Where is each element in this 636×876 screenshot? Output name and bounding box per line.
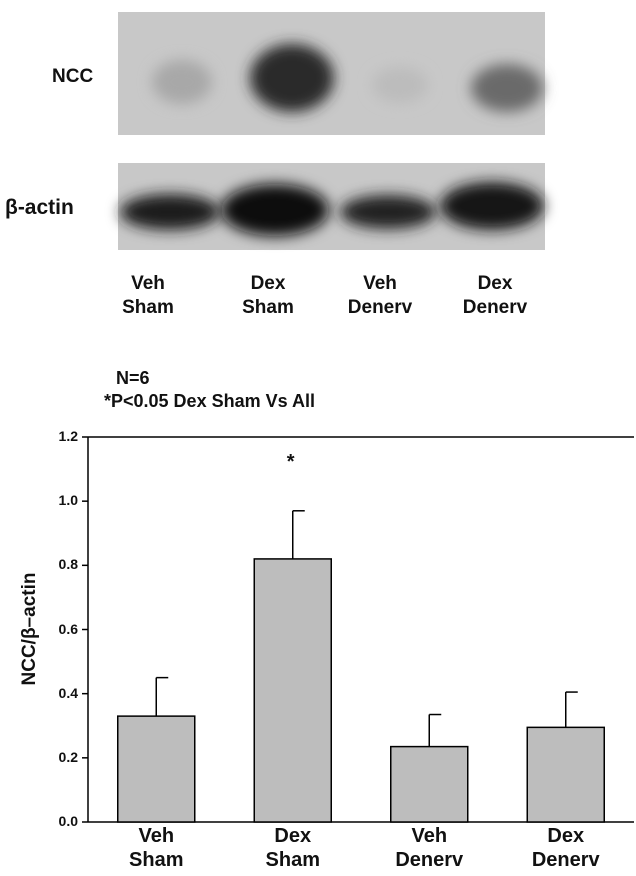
x-tick-label: Dex Denerv bbox=[511, 824, 621, 872]
x-tick-label: Dex Sham bbox=[238, 824, 348, 872]
y-tick-label: 0.2 bbox=[38, 749, 78, 765]
y-tick-label: 0.6 bbox=[38, 621, 78, 637]
band bbox=[471, 64, 543, 112]
plot bbox=[82, 437, 634, 822]
lane-label: Veh Sham bbox=[93, 272, 203, 320]
band bbox=[340, 195, 436, 229]
band bbox=[152, 60, 212, 104]
y-tick-label: 0.4 bbox=[38, 685, 78, 701]
lane-label: Veh Denerv bbox=[325, 272, 435, 320]
blot-label: β-actin bbox=[5, 196, 74, 220]
bar bbox=[391, 747, 468, 822]
page: NCC β-actin Veh Sham Dex Sham Veh Denerv… bbox=[0, 0, 636, 876]
band bbox=[372, 67, 428, 103]
chart-subtitle: *P<0.05 Dex Sham Vs All bbox=[104, 391, 315, 412]
figure bbox=[0, 0, 636, 876]
bar bbox=[527, 727, 604, 822]
lane-label: Dex Denerv bbox=[440, 272, 550, 320]
x-tick-label: Veh Sham bbox=[101, 824, 211, 872]
x-tick-label: Veh Denerv bbox=[374, 824, 484, 872]
band bbox=[250, 44, 334, 112]
band bbox=[120, 194, 220, 230]
y-tick-label: 0.8 bbox=[38, 556, 78, 572]
band bbox=[221, 184, 329, 236]
blot-label: NCC bbox=[52, 66, 93, 88]
lane-label: Dex Sham bbox=[213, 272, 323, 320]
y-tick-label: 1.0 bbox=[38, 492, 78, 508]
chart-title: N=6 bbox=[116, 368, 150, 389]
annotation: * bbox=[287, 451, 295, 474]
y-tick-label: 0.0 bbox=[38, 813, 78, 829]
bar bbox=[254, 559, 331, 822]
band bbox=[440, 182, 544, 230]
bar bbox=[118, 716, 195, 822]
y-tick-label: 1.2 bbox=[38, 428, 78, 444]
